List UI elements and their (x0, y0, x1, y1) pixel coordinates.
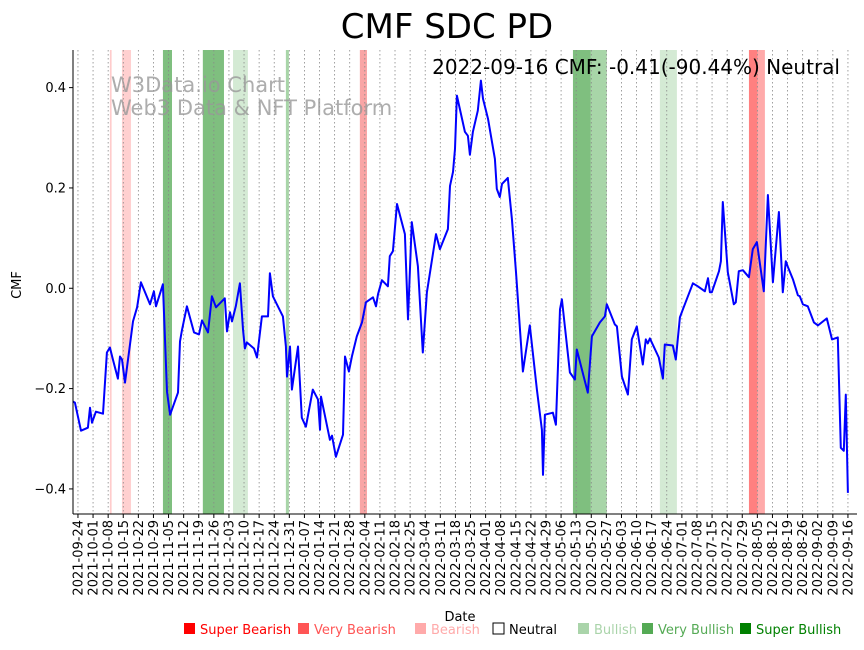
x-tick-label: 2021-10-29 (147, 520, 162, 596)
x-tick-label: 2022-02-25 (404, 520, 419, 596)
legend-label-very-bullish: Very Bullish (658, 623, 734, 638)
x-tick-label: 2022-07-01 (675, 520, 690, 596)
x-tick-label: 2022-05-20 (585, 520, 600, 596)
signal-band-bearish (109, 50, 112, 514)
legend-swatch-bullish (578, 623, 589, 634)
y-tick-label: −0.2 (34, 382, 66, 397)
legend-swatch-neutral (492, 622, 505, 635)
x-tick-label: 2021-11-12 (177, 520, 192, 596)
legend-swatch-super-bearish (184, 623, 195, 634)
signal-band-bullish (590, 50, 607, 514)
x-tick-label: 2022-02-11 (373, 520, 388, 596)
legend-swatch-very-bullish (642, 623, 653, 634)
x-tick-label: 2022-03-11 (434, 520, 449, 596)
legend-swatch-bearish (415, 623, 426, 634)
signal-band-very-bullish (572, 50, 591, 514)
x-tick-label: 2021-12-17 (253, 520, 268, 596)
x-tick-label: 2022-08-12 (766, 520, 781, 596)
signal-band-bearish (121, 50, 132, 514)
x-tick-label: 2022-04-22 (524, 520, 539, 596)
x-tick-label: 2021-12-03 (222, 520, 237, 596)
x-tick-label: 2022-03-04 (419, 520, 434, 596)
x-tick-label: 2021-12-24 (268, 520, 283, 596)
chart-title: CMF SDC PD (341, 7, 553, 47)
x-tick-label: 2022-01-14 (313, 520, 328, 596)
x-tick-label: 2022-05-06 (555, 520, 570, 596)
x-tick-label: 2022-01-07 (298, 520, 313, 596)
x-tick-label: 2021-10-22 (132, 520, 147, 596)
x-tick-label: 2022-04-29 (539, 520, 554, 596)
y-tick-label: −0.4 (34, 482, 66, 497)
x-tick-label: 2022-07-29 (736, 520, 751, 596)
x-tick-label: 2022-06-10 (630, 520, 645, 596)
watermark: W3Data.io Chart Web3 Data & NFT Platform (111, 73, 392, 120)
x-tick-label: 2022-04-08 (494, 520, 509, 596)
x-tick-label: 2022-08-05 (751, 520, 766, 596)
x-ticks: 2021-09-24 2021-10-01 2021-10-08 2021-10-15… (71, 514, 856, 596)
x-tick-label: 2022-07-22 (721, 520, 736, 596)
signal-band-very-bullish (162, 50, 172, 514)
signal-band-very-bullish (202, 50, 224, 514)
signal-band-bearish (359, 50, 367, 514)
legend-swatch-super-bullish (740, 623, 751, 634)
x-tick-label: 2022-02-18 (389, 520, 404, 596)
signal-band-bullish (659, 50, 677, 514)
y-ticks: 0.4 0.2 0.0 −0.2 −0.4 (34, 81, 73, 497)
x-tick-label: 2022-06-03 (615, 520, 630, 596)
x-tick-label: 2022-04-15 (509, 520, 524, 596)
x-tick-label: 2022-04-01 (479, 520, 494, 596)
x-tick-label: 2022-03-18 (449, 520, 464, 596)
legend-label-neutral: Neutral (509, 623, 557, 638)
signal-band-bullish (285, 50, 289, 514)
x-tick-label: 2022-05-13 (570, 520, 585, 596)
legend-label-very-bearish: Very Bearish (314, 623, 396, 638)
x-axis-label: Date (444, 610, 475, 625)
legend-label-bullish: Bullish (594, 623, 637, 638)
x-tick-label: 2022-09-16 (841, 520, 856, 596)
legend-label-super-bearish: Super Bearish (200, 623, 291, 638)
y-tick-label: 0.4 (45, 81, 66, 96)
x-tick-label: 2022-08-19 (781, 520, 796, 596)
x-tick-label: 2022-06-24 (660, 520, 675, 596)
y-axis-label: CMF (10, 271, 25, 299)
x-tick-label: 2022-01-21 (328, 520, 343, 596)
x-tick-label: 2022-01-28 (343, 520, 358, 596)
x-tick-label: 2022-06-17 (645, 520, 660, 596)
legend-label-bearish: Bearish (431, 623, 480, 638)
x-tick-label: 2021-12-10 (238, 520, 253, 596)
x-tick-label: 2022-03-25 (464, 520, 479, 596)
x-tick-label: 2021-11-05 (162, 520, 177, 596)
x-tick-label: 2021-10-08 (102, 520, 117, 596)
x-tick-label: 2022-07-08 (690, 520, 705, 596)
cmf-annotation: 2022-09-16 CMF: -0.41(-90.44%) Neutral (432, 55, 840, 79)
x-tick-label: 2021-12-31 (283, 520, 298, 596)
x-tick-label: 2021-11-19 (192, 520, 207, 596)
x-tick-label: 2022-09-09 (826, 520, 841, 596)
watermark-line-1: W3Data.io Chart (111, 73, 285, 97)
x-tick-label: 2021-10-15 (117, 520, 132, 596)
x-tick-label: 2022-02-04 (358, 520, 373, 596)
x-gridlines (77, 50, 849, 514)
legend-swatch-very-bearish (298, 623, 309, 634)
legend-label-super-bullish: Super Bullish (756, 623, 841, 638)
axes (72, 50, 857, 515)
signal-bands (109, 50, 765, 514)
watermark-line-2: Web3 Data & NFT Platform (111, 96, 392, 120)
signal-band-very-bearish (748, 50, 758, 514)
y-tick-label: 0.0 (45, 282, 66, 297)
cmf-line (72, 79, 849, 493)
x-tick-label: 2021-10-01 (87, 520, 102, 596)
legend: Super Bearish Very Bearish Bearish Neutral B… (184, 622, 841, 638)
x-tick-label: 2022-08-26 (796, 520, 811, 596)
x-tick-label: 2022-05-27 (600, 520, 615, 596)
signal-band-bearish (757, 50, 765, 514)
x-tick-label: 2021-09-24 (71, 520, 86, 596)
x-tick-label: 2022-07-15 (706, 520, 721, 596)
x-tick-label: 2021-11-26 (207, 520, 222, 596)
x-tick-label: 2022-09-02 (811, 520, 826, 596)
y-tick-label: 0.2 (45, 181, 66, 196)
